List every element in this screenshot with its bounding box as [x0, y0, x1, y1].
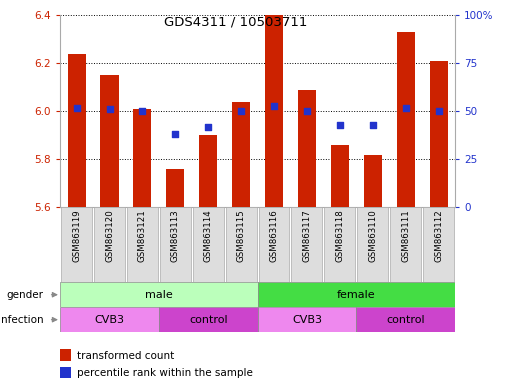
Point — [303, 108, 311, 114]
Text: CVB3: CVB3 — [95, 314, 124, 325]
Text: infection: infection — [0, 314, 44, 325]
Bar — [193, 207, 224, 282]
Bar — [331, 145, 349, 207]
Text: GSM863119: GSM863119 — [72, 210, 81, 262]
Text: CVB3: CVB3 — [292, 314, 322, 325]
Text: control: control — [189, 314, 228, 325]
Text: GSM863110: GSM863110 — [368, 210, 377, 262]
Point — [336, 122, 344, 128]
Text: female: female — [337, 290, 376, 300]
Point — [402, 104, 410, 111]
Bar — [265, 15, 283, 207]
Point — [105, 106, 113, 113]
Text: GSM863115: GSM863115 — [236, 210, 246, 262]
Text: GDS4311 / 10503711: GDS4311 / 10503711 — [164, 15, 307, 28]
Text: GSM863111: GSM863111 — [401, 210, 410, 262]
Point — [204, 124, 212, 130]
Text: percentile rank within the sample: percentile rank within the sample — [77, 368, 253, 378]
Bar — [61, 207, 92, 282]
Bar — [396, 32, 415, 207]
Point — [237, 108, 245, 114]
Bar — [257, 307, 356, 332]
Bar — [60, 307, 159, 332]
Text: gender: gender — [7, 290, 44, 300]
Text: GSM863116: GSM863116 — [269, 210, 279, 262]
Bar — [60, 282, 257, 307]
Bar — [257, 282, 455, 307]
Bar — [357, 207, 388, 282]
Text: transformed count: transformed count — [77, 351, 174, 361]
Bar — [423, 207, 454, 282]
Text: GSM863117: GSM863117 — [302, 210, 311, 262]
Text: control: control — [386, 314, 425, 325]
Bar — [159, 307, 257, 332]
Point — [435, 108, 443, 114]
Bar — [232, 102, 250, 207]
Point — [72, 104, 81, 111]
Bar — [291, 207, 322, 282]
Bar — [258, 207, 290, 282]
Text: GSM863114: GSM863114 — [204, 210, 213, 262]
Point — [138, 108, 146, 114]
Bar — [67, 54, 86, 207]
Bar — [324, 207, 355, 282]
Bar — [166, 169, 185, 207]
Bar — [127, 207, 158, 282]
Point — [270, 103, 278, 109]
Text: GSM863121: GSM863121 — [138, 210, 147, 262]
Bar — [390, 207, 421, 282]
Bar — [298, 90, 316, 207]
Bar — [363, 155, 382, 207]
Bar — [133, 109, 152, 207]
Bar — [160, 207, 191, 282]
Bar — [429, 61, 448, 207]
Bar — [356, 307, 455, 332]
Text: GSM863120: GSM863120 — [105, 210, 114, 262]
Text: GSM863112: GSM863112 — [434, 210, 443, 262]
Text: GSM863118: GSM863118 — [335, 210, 344, 262]
Bar — [100, 75, 119, 207]
Point — [369, 122, 377, 128]
Bar — [94, 207, 125, 282]
Bar — [225, 207, 257, 282]
Point — [171, 131, 179, 137]
Text: male: male — [145, 290, 173, 300]
Text: GSM863113: GSM863113 — [171, 210, 180, 262]
Bar — [199, 136, 217, 207]
